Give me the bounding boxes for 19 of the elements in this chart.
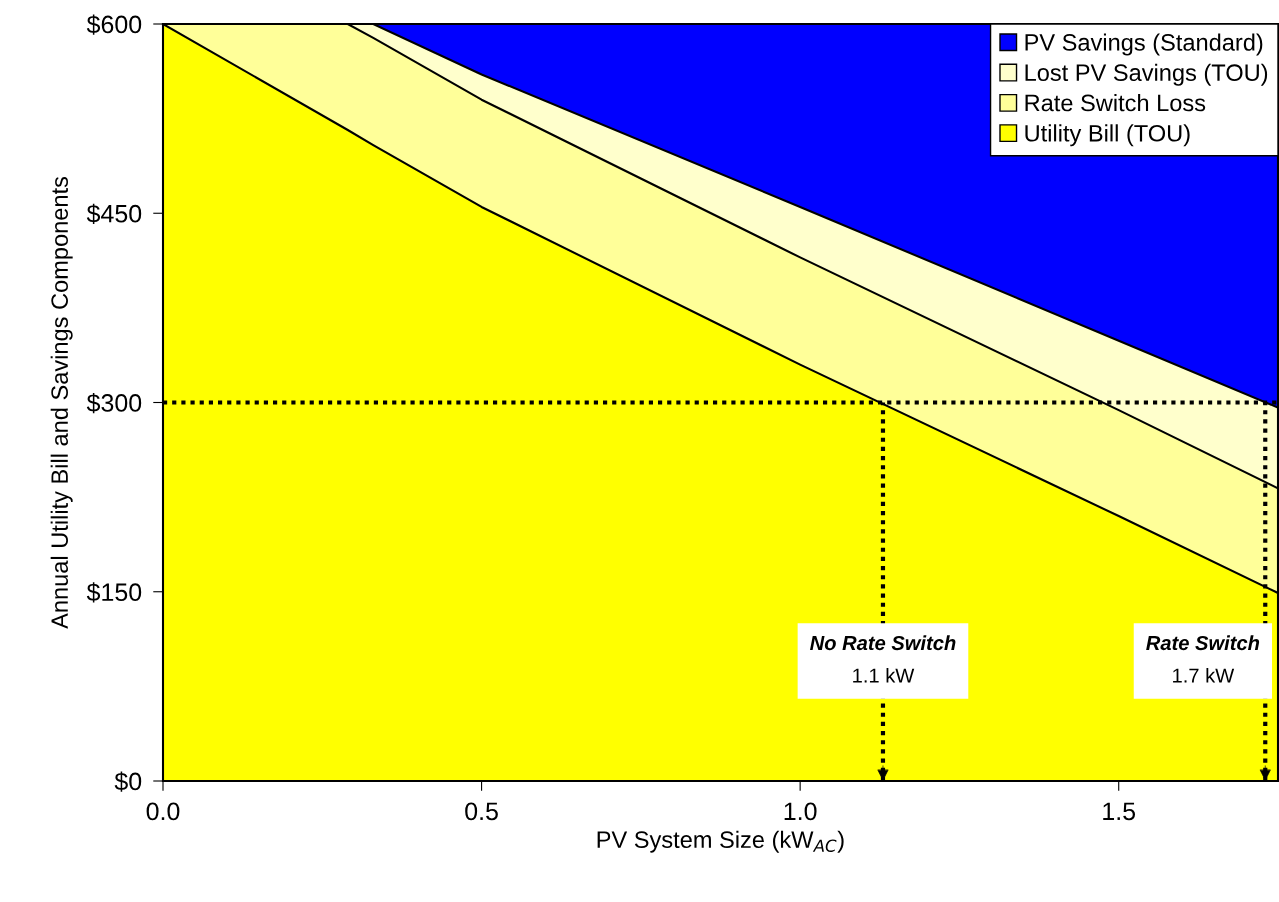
ref-line-label: Rate Switch [1146,635,1260,651]
annotation: 1.7 kW [1173,667,1235,683]
x-tick-label: 1.5 [1103,802,1136,821]
legend-label: Rate Switch Loss [1025,93,1206,112]
y-tick-label: $600 [86,14,142,35]
ref-line-label: No Rate Switch [810,635,956,651]
legend-label: PV Savings (Standard) [1025,33,1263,56]
legend-label: Lost PV Savings (TOU) [1025,63,1268,86]
x-tick-label: 0.5 [465,802,498,821]
y-axis-title: Annual Utility Bill and Savings Components [50,176,73,629]
y-tick-label: $300 [86,393,142,414]
x-axis-title: PV System Size (kW$_{AC}$) [597,830,844,853]
y-tick-label: $0 [114,771,142,792]
annotation: 1.1 kW [853,667,915,683]
y-tick-label: $150 [86,582,142,603]
legend-label: Utility Bill (TOU) [1025,124,1190,147]
x-tick-label: 0.0 [146,802,180,821]
x-tick-label: 1.0 [784,802,817,821]
y-tick-label: $450 [86,203,142,225]
